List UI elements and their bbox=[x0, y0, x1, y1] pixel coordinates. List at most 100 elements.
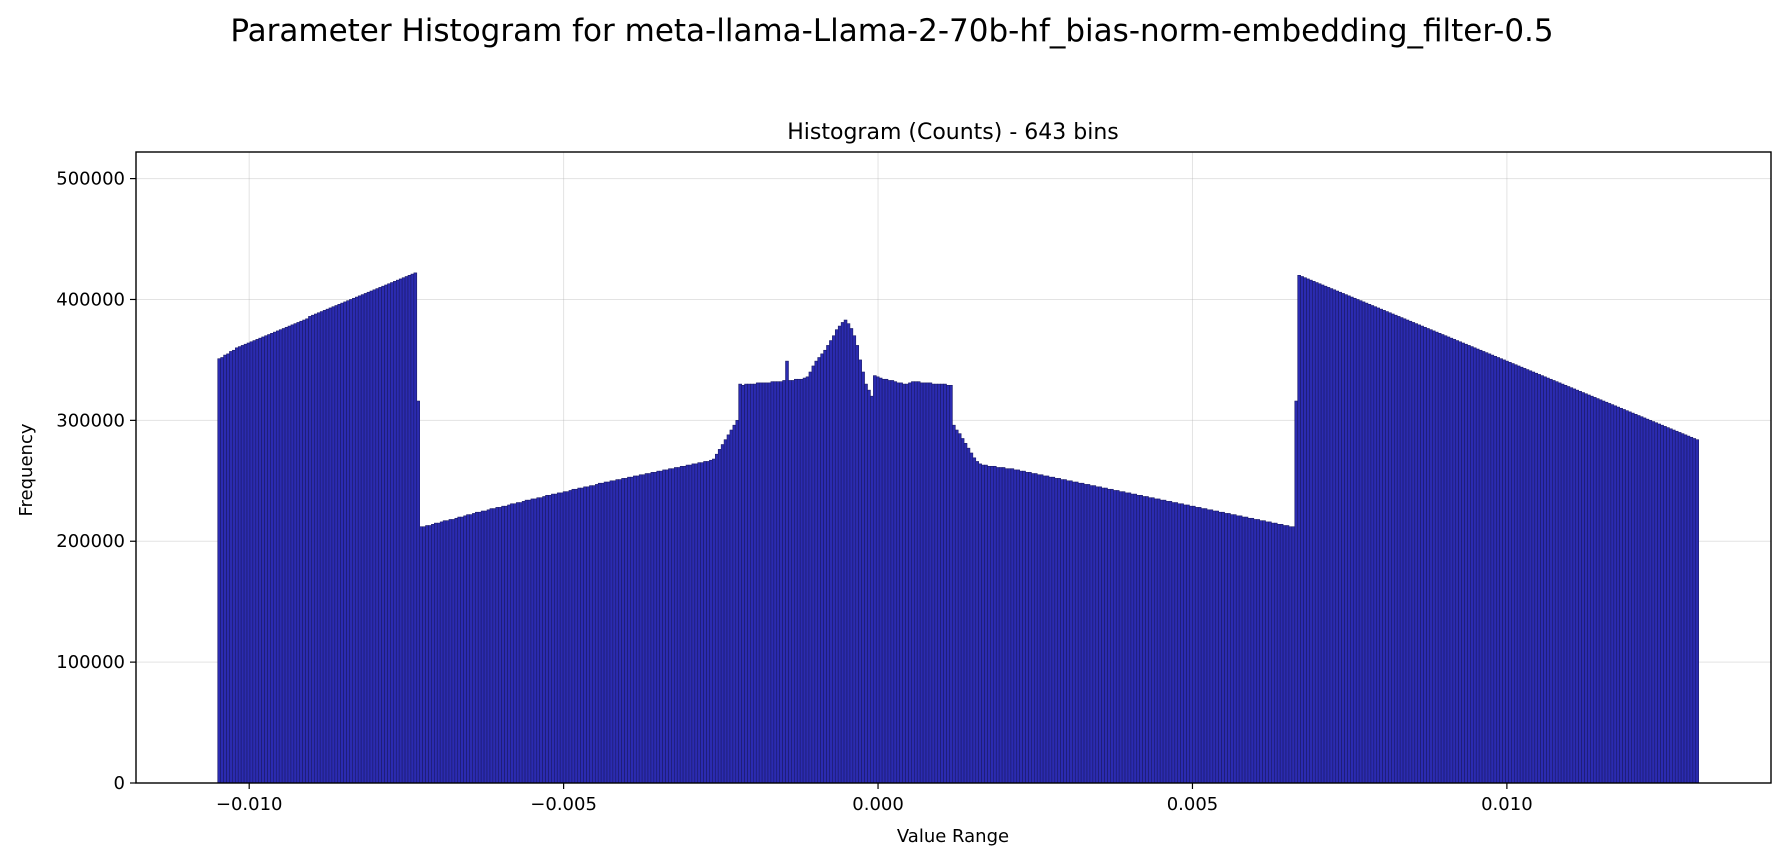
histogram-bar bbox=[486, 509, 491, 784]
histogram-bar bbox=[1051, 476, 1056, 784]
histogram-bar bbox=[363, 293, 368, 784]
histogram-bar bbox=[1215, 510, 1220, 784]
histogram-bar bbox=[981, 464, 985, 784]
histogram-bar bbox=[1613, 405, 1618, 784]
y-tick-label-4: 400000 bbox=[56, 289, 125, 310]
histogram-bar bbox=[697, 462, 701, 784]
histogram-bar bbox=[1279, 524, 1284, 784]
histogram-bar bbox=[562, 491, 567, 784]
histogram-bar bbox=[463, 515, 467, 784]
histogram-bar bbox=[381, 285, 385, 784]
histogram-bar bbox=[826, 345, 830, 784]
histogram-bar bbox=[1595, 398, 1600, 784]
histogram-bar bbox=[1458, 341, 1462, 784]
histogram-bar bbox=[1683, 434, 1688, 784]
histogram-bar bbox=[223, 354, 227, 784]
histogram-bar bbox=[1584, 393, 1588, 784]
histogram-bar bbox=[995, 467, 1000, 784]
histogram-bar bbox=[1189, 505, 1193, 784]
histogram-bar bbox=[694, 463, 699, 784]
histogram-bar bbox=[524, 499, 529, 784]
histogram-bar bbox=[1484, 352, 1489, 784]
plot-frame bbox=[135, 151, 1772, 784]
histogram-bar bbox=[712, 458, 716, 784]
histogram-bar bbox=[782, 380, 786, 784]
histogram-bar bbox=[823, 349, 827, 784]
histogram-bar bbox=[1092, 485, 1097, 784]
histogram-bar bbox=[1110, 488, 1114, 784]
histogram-bar bbox=[1408, 320, 1413, 784]
histogram-bar bbox=[1604, 401, 1609, 784]
histogram-bar bbox=[1200, 508, 1205, 784]
histogram-bar bbox=[1695, 439, 1699, 784]
histogram-bar bbox=[1089, 485, 1094, 784]
histogram-bar bbox=[1546, 377, 1550, 784]
histogram-bar bbox=[937, 383, 941, 784]
histogram-bar bbox=[1549, 378, 1553, 784]
histogram-bar bbox=[1470, 346, 1474, 784]
histogram-bar bbox=[311, 314, 315, 784]
histogram-bar bbox=[1227, 513, 1231, 784]
histogram-bar bbox=[375, 288, 380, 784]
histogram-bar bbox=[1364, 302, 1369, 784]
histogram-bar bbox=[878, 377, 883, 784]
histogram-bar bbox=[1616, 406, 1620, 784]
histogram-bar bbox=[1250, 517, 1255, 784]
histogram-bar bbox=[1628, 411, 1632, 784]
histogram-bar bbox=[615, 479, 620, 784]
histogram-bar bbox=[679, 465, 684, 784]
histogram-bar bbox=[1042, 475, 1047, 784]
histogram-bar bbox=[428, 525, 432, 784]
histogram-bar bbox=[232, 349, 236, 784]
histogram-bar bbox=[1206, 509, 1211, 784]
histogram-bar bbox=[1288, 526, 1293, 784]
histogram-bar bbox=[1496, 357, 1500, 784]
histogram-bar bbox=[425, 525, 429, 784]
histogram-bar bbox=[352, 297, 356, 784]
histogram-bar bbox=[969, 452, 974, 784]
histogram-bar bbox=[530, 498, 535, 784]
histogram-bar bbox=[293, 323, 298, 784]
histogram-bar bbox=[1235, 515, 1240, 784]
histogram-bar bbox=[855, 345, 860, 784]
histogram-bar bbox=[940, 383, 944, 784]
histogram-bar bbox=[498, 507, 502, 784]
histogram-bar bbox=[1080, 482, 1085, 784]
histogram-bar bbox=[243, 343, 248, 784]
histogram-bar bbox=[1505, 360, 1509, 784]
histogram-bar bbox=[884, 378, 889, 784]
histogram-bar bbox=[1317, 283, 1322, 784]
histogram-bar bbox=[1478, 349, 1483, 784]
histogram-bar bbox=[714, 453, 719, 784]
histogram-bar bbox=[252, 340, 257, 784]
histogram-bar bbox=[1672, 429, 1676, 784]
histogram-bar bbox=[685, 464, 690, 784]
histogram-bar bbox=[896, 382, 900, 784]
histogram-bar bbox=[873, 375, 877, 784]
histogram-bar bbox=[1642, 417, 1647, 784]
histogram-bar bbox=[1335, 290, 1340, 784]
histogram-bar bbox=[1443, 335, 1448, 784]
histogram-bar bbox=[837, 325, 842, 784]
histogram-bar bbox=[270, 333, 274, 784]
histogram-bar bbox=[744, 383, 748, 784]
histogram-bar bbox=[334, 305, 339, 784]
histogram-bar bbox=[1578, 391, 1582, 784]
histogram-bar bbox=[308, 316, 312, 784]
histogram-bar bbox=[1039, 474, 1044, 784]
histogram-bar bbox=[1297, 274, 1301, 784]
histogram-bar bbox=[928, 382, 933, 784]
histogram-bar bbox=[275, 330, 280, 784]
histogram-bar bbox=[1148, 497, 1152, 784]
histogram-bar bbox=[1271, 522, 1275, 784]
histogram-bar bbox=[1268, 521, 1272, 784]
histogram-bar bbox=[1552, 380, 1556, 784]
histogram-bar bbox=[1168, 501, 1173, 784]
histogram-bar bbox=[577, 487, 581, 784]
histogram-bar bbox=[978, 463, 982, 784]
histogram-bar bbox=[1121, 491, 1126, 784]
histogram-bar bbox=[513, 503, 517, 784]
histogram-bar bbox=[741, 384, 745, 784]
histogram-bar bbox=[328, 307, 333, 784]
